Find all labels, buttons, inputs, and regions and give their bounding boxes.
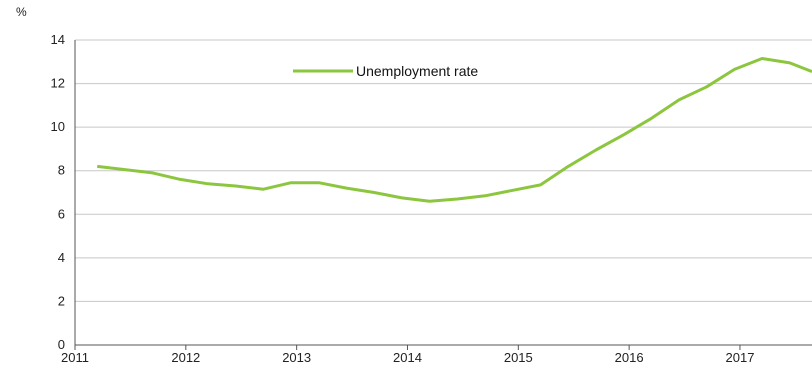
y-tick-label-12: 12 [51, 76, 65, 91]
y-tick-label-14: 14 [51, 32, 65, 47]
y-tick-label-4: 4 [58, 250, 65, 265]
x-tick-label-2017: 2017 [726, 350, 755, 365]
y-tick-label-2: 2 [58, 293, 65, 308]
series-line-unemployment-rate [97, 57, 812, 203]
legend-entry-unemployment-rate: Unemployment rate [356, 63, 478, 79]
y-axis-unit-label: % [16, 5, 27, 19]
x-tick-label-2014: 2014 [393, 350, 422, 365]
y-tick-label-0: 0 [58, 337, 65, 352]
x-tick-label-2016: 2016 [615, 350, 644, 365]
x-tick-label-2015: 2015 [504, 350, 533, 365]
y-tick-label-10: 10 [51, 119, 65, 134]
x-tick-label-2012: 2012 [171, 350, 200, 365]
y-axis-ticks: 0 2 4 6 8 10 12 14 [51, 32, 65, 352]
x-tick-label-2013: 2013 [282, 350, 311, 365]
x-axis-ticks: 2011 2012 2013 2014 2015 2016 2017 [61, 345, 754, 365]
x-tick-label-2011: 2011 [61, 350, 89, 365]
grid-lines [75, 39, 812, 302]
legend: Unemployment rate [293, 63, 478, 79]
series-group [97, 57, 812, 203]
y-tick-label-6: 6 [58, 206, 65, 221]
y-tick-label-8: 8 [58, 163, 65, 178]
